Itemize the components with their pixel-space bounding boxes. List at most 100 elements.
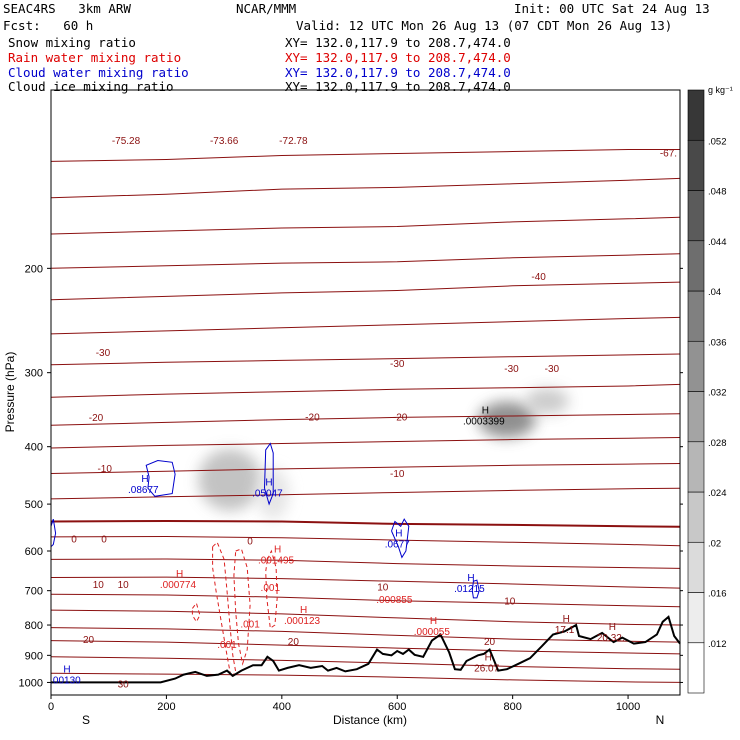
field-label-snow: Snow mixing ratio xyxy=(8,35,136,50)
extremum-mark: H xyxy=(141,474,148,485)
extremum-value: .08677 xyxy=(128,485,159,496)
rain-contour xyxy=(233,548,251,666)
colorbar-segment xyxy=(687,139,705,191)
contour-label: -75.28 xyxy=(112,136,141,147)
extremum-value: .001 xyxy=(240,619,260,630)
colorbar-tick-label: .032 xyxy=(708,388,727,399)
institution-label: NCAR/MMM xyxy=(236,1,297,16)
colorbar-segment xyxy=(687,240,705,292)
extremum-value: .00130 xyxy=(50,676,81,687)
extremum-mark: H xyxy=(482,406,489,417)
temperature-contour xyxy=(50,593,681,608)
extremum-value: .000855 xyxy=(376,595,413,606)
extremum-mark: H xyxy=(300,605,307,616)
contour-label: -20 xyxy=(89,413,104,424)
temperature-contours xyxy=(50,149,681,683)
contour-label: 0 xyxy=(247,536,253,547)
colorbar-segment xyxy=(687,391,705,443)
x-tick-label: 0 xyxy=(48,701,54,713)
contour-label: -10 xyxy=(390,469,405,480)
temperature-contour xyxy=(50,316,681,335)
contour-label: -20 xyxy=(393,412,408,423)
temperature-contour xyxy=(50,463,681,474)
y-axis-label: Pressure (hPa) xyxy=(3,352,17,433)
rain-contour xyxy=(265,549,278,630)
contour-label: -72.78 xyxy=(279,136,308,147)
y-tick-label: 700 xyxy=(25,586,43,598)
y-tick-label: 900 xyxy=(25,650,43,662)
extremum-value: .001 xyxy=(217,640,237,651)
colorbar-segment xyxy=(687,89,705,141)
extremum-value: .001 xyxy=(261,583,281,594)
colorbar-tick-label: .048 xyxy=(708,187,727,198)
extremum-value: .000774 xyxy=(160,580,197,591)
cloud-water-contour xyxy=(391,518,410,559)
colorbar-segment xyxy=(687,290,705,342)
temperature-contour xyxy=(50,627,681,643)
contour-label: -30 xyxy=(390,359,405,370)
contour-label: -30 xyxy=(96,348,111,359)
temperature-contour xyxy=(50,640,681,655)
extremum-mark: H xyxy=(467,573,474,584)
extremum-value: .000055 xyxy=(414,627,451,638)
temperature-contour xyxy=(50,656,681,670)
extremum-value: 17.1 xyxy=(555,625,575,636)
temperature-contour xyxy=(50,253,681,269)
contour-label: 20 xyxy=(83,635,95,646)
field-xy-cloud-water: XY= 132.0,117.9 to 208.7,474.0 xyxy=(285,65,511,80)
temperature-contour xyxy=(50,487,681,500)
field-label-rain: Rain water mixing ratio xyxy=(8,50,182,65)
colorbar-segment xyxy=(687,491,705,543)
temperature-contour xyxy=(50,576,681,589)
contour-label: -40 xyxy=(531,272,546,283)
extremum-value: .0677 xyxy=(385,539,410,550)
y-tick-label: 300 xyxy=(25,368,43,380)
colorbar-tick-label: .012 xyxy=(708,639,727,650)
contour-label: -73.66 xyxy=(210,136,239,147)
colorbar-tick-label: .016 xyxy=(708,589,727,600)
contour-label: 10 xyxy=(504,596,516,607)
colorbar-segment xyxy=(687,190,705,242)
colorbar-tick-label: .04 xyxy=(708,287,721,298)
colorbar-segment xyxy=(687,340,705,392)
temperature-contour xyxy=(50,609,681,626)
colorbar-tick-label: .02 xyxy=(708,538,721,549)
extremum-value: .05047 xyxy=(252,488,283,499)
temperature-contour xyxy=(50,519,681,528)
extremum-value: .01215 xyxy=(454,584,485,595)
y-tick-label: 500 xyxy=(25,499,43,511)
extremum-value: .001495 xyxy=(258,556,295,567)
cloud-water-contour xyxy=(471,579,480,599)
extremum-mark: H xyxy=(485,653,492,664)
field-xy-snow: XY= 132.0,117.9 to 208.7,474.0 xyxy=(285,35,511,50)
init-time: Init: 00 UTC Sat 24 Aug 13 xyxy=(514,1,710,16)
colorbar-unit: g kg⁻¹ xyxy=(708,85,733,95)
snow-shade xyxy=(525,388,570,414)
contour-label: -20 xyxy=(305,412,320,423)
contour-label: -30 xyxy=(545,364,560,375)
colorbar-segment xyxy=(687,541,705,593)
terrain-layer xyxy=(51,615,681,684)
y-tick-label: 200 xyxy=(25,263,43,275)
extremum-value: .0003399 xyxy=(463,417,505,428)
cloud-water-contour xyxy=(145,459,176,497)
temperature-contour xyxy=(50,353,681,366)
contour-label: 20 xyxy=(484,637,496,648)
colorbar-tick-label: .044 xyxy=(708,237,727,248)
temperature-contour xyxy=(50,281,681,301)
x-end-label-north: N xyxy=(656,713,665,727)
model-title: SEAC4RS 3km ARW xyxy=(3,1,131,16)
contour-label: 10 xyxy=(93,580,105,591)
contour-label: -30 xyxy=(504,364,519,375)
temperature-contour xyxy=(50,177,681,199)
extremum-mark: H xyxy=(274,545,281,556)
contour-label: 10 xyxy=(377,583,389,594)
contour-label: -10 xyxy=(97,464,112,475)
x-tick-label: 800 xyxy=(503,701,521,713)
temperature-contour xyxy=(50,558,681,569)
contour-label: -67. xyxy=(660,149,677,160)
colorbar-tick-label: .024 xyxy=(708,488,727,499)
terrain-line xyxy=(51,615,681,684)
